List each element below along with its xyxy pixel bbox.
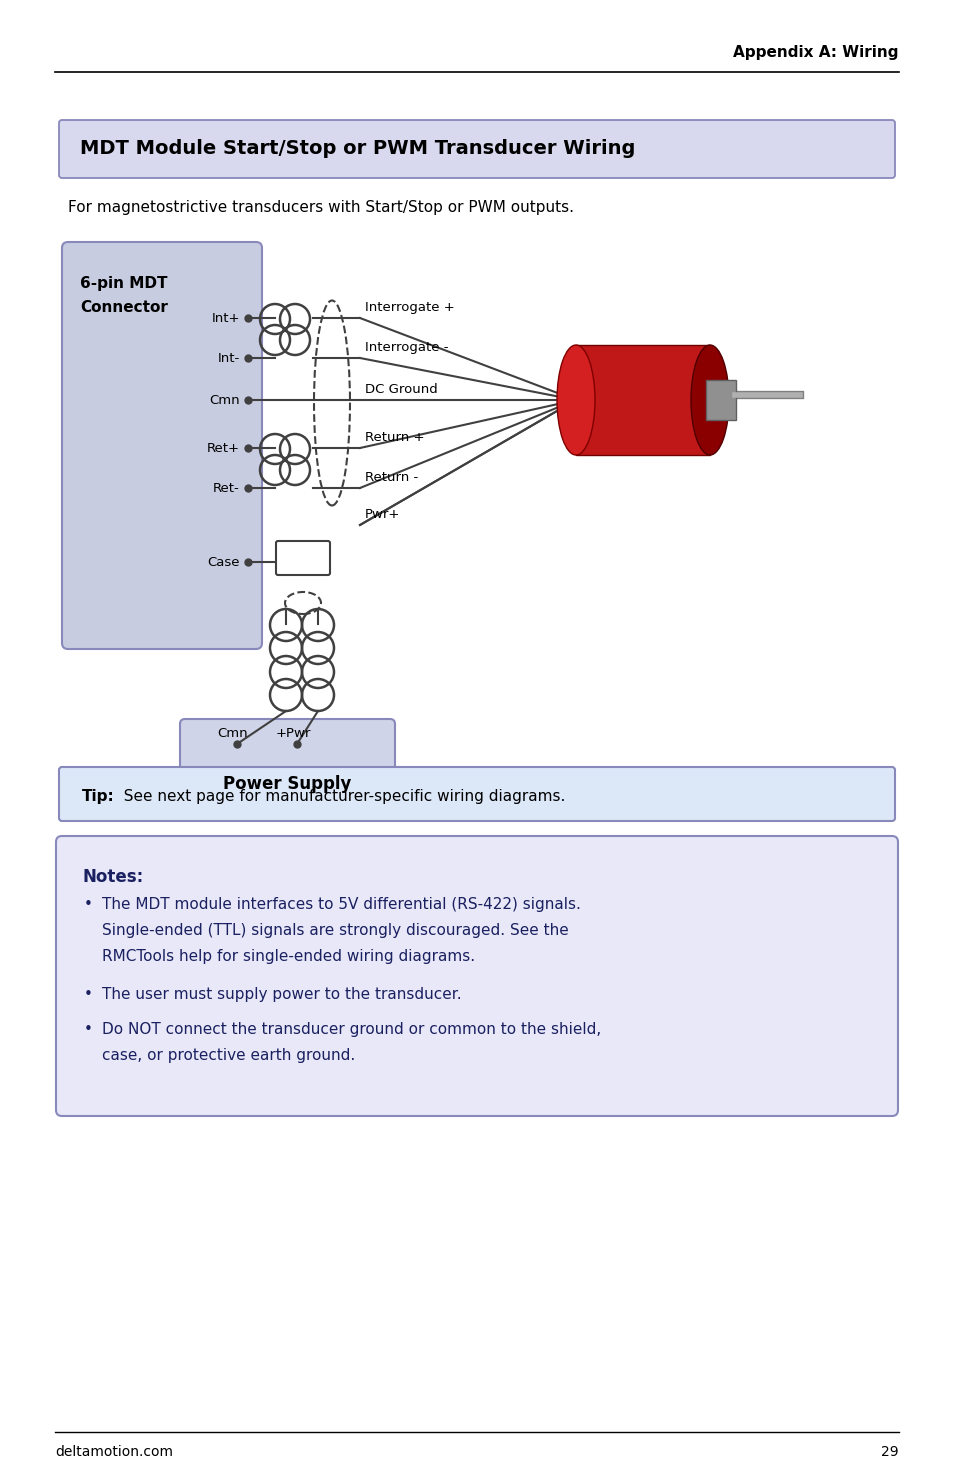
Ellipse shape [690,345,728,454]
FancyBboxPatch shape [59,119,894,178]
Text: +Pwr: +Pwr [275,727,311,740]
Text: •: • [84,987,92,1002]
Text: Do NOT connect the transducer ground or common to the shield,: Do NOT connect the transducer ground or … [102,1022,600,1037]
Text: 6-pin MDT: 6-pin MDT [80,276,168,291]
Text: Return -: Return - [365,471,417,484]
Ellipse shape [557,345,595,454]
Text: Notes:: Notes: [82,867,143,886]
Text: Power Supply: Power Supply [223,774,352,794]
Text: deltamotion.com: deltamotion.com [55,1446,172,1459]
Text: The user must supply power to the transducer.: The user must supply power to the transd… [102,987,461,1002]
Text: See next page for manufacturer-specific wiring diagrams.: See next page for manufacturer-specific … [113,789,565,804]
Text: Cmn: Cmn [209,394,240,407]
Text: Connector: Connector [80,299,168,316]
Text: case, or protective earth ground.: case, or protective earth ground. [102,1049,355,1063]
Text: Ret-: Ret- [213,481,240,494]
Text: Cmn: Cmn [217,727,248,740]
Text: •: • [84,1022,92,1037]
Text: RMCTools help for single-ended wiring diagrams.: RMCTools help for single-ended wiring di… [102,948,475,965]
FancyBboxPatch shape [62,242,262,649]
Text: Interrogate -: Interrogate - [365,341,448,354]
FancyBboxPatch shape [275,541,330,575]
Text: Appendix A: Wiring: Appendix A: Wiring [733,44,898,59]
Bar [576,345,709,454]
Text: 29: 29 [881,1446,898,1459]
FancyBboxPatch shape [59,767,894,822]
Text: For magnetostrictive transducers with Start/Stop or PWM outputs.: For magnetostrictive transducers with St… [68,201,574,215]
Text: Case: Case [208,556,240,568]
Text: Single-ended (TTL) signals are strongly discouraged. See the: Single-ended (TTL) signals are strongly … [102,923,568,938]
Text: Tip:: Tip: [82,789,114,804]
Text: Pwr+: Pwr+ [365,507,400,521]
Text: Ret+: Ret+ [207,441,240,454]
Bar [705,381,735,420]
Text: DC Ground: DC Ground [365,384,437,395]
Text: Interrogate +: Interrogate + [365,301,455,314]
Text: •: • [84,897,92,912]
FancyBboxPatch shape [180,718,395,819]
Text: Int-: Int- [217,351,240,364]
Text: MDT Module Start/Stop or PWM Transducer Wiring: MDT Module Start/Stop or PWM Transducer … [80,139,635,158]
FancyBboxPatch shape [56,836,897,1117]
Text: Int+: Int+ [212,311,240,324]
Text: Return +: Return + [365,431,424,444]
Text: The MDT module interfaces to 5V differential (RS-422) signals.: The MDT module interfaces to 5V differen… [102,897,580,912]
